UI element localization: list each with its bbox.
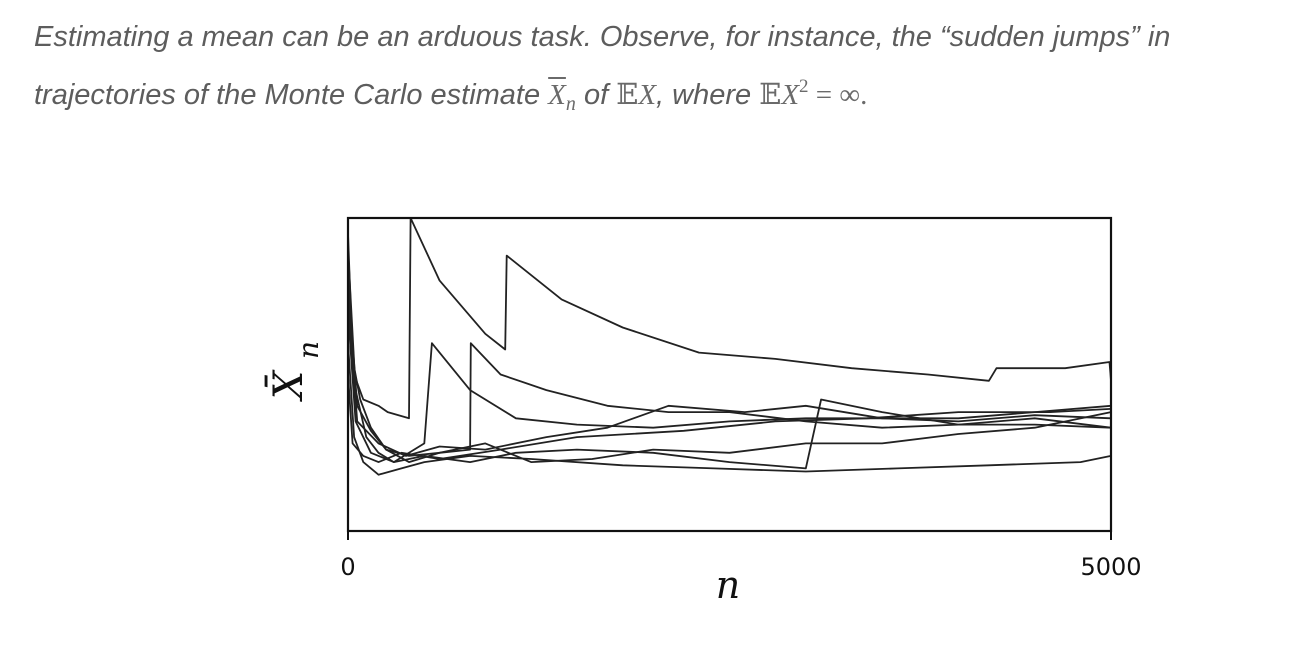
series-line-5 (347, 311, 1112, 470)
series-line-6 (347, 343, 1112, 476)
xbar-subscript: n (565, 93, 576, 115)
x-axis-label: n (716, 563, 740, 607)
series-line-3 (347, 249, 1112, 463)
expectation-symbol: 𝔼 (616, 77, 639, 111)
y-axis-label-group: X̄ n (265, 341, 325, 402)
expectation-symbol-2: 𝔼 (759, 77, 782, 111)
x-tick-label-5000: 5000 (1080, 553, 1141, 581)
equals-infinity: = ∞ (808, 79, 861, 111)
plot-frame (346, 216, 1113, 533)
xbar-symbol: X (548, 79, 566, 111)
x-symbol: X (638, 79, 657, 111)
x-symbol-2: X (781, 79, 800, 111)
series-line-2 (347, 217, 1112, 420)
caption-text-3: , where (656, 79, 760, 111)
series-line-7 (347, 296, 1112, 457)
y-axis-label: X̄ (265, 369, 312, 402)
exponent: 2 (799, 76, 809, 97)
series-layer (347, 217, 1112, 476)
x-tick-label-0: 0 (340, 553, 355, 581)
y-axis-label-subscript: n (292, 341, 325, 359)
series-line-1 (347, 233, 1112, 463)
caption-text-2: of (575, 79, 617, 111)
series-line-8 (347, 374, 1112, 463)
caption-period: . (860, 79, 868, 111)
caption-text-1: Estimating a mean can be an arduous task… (34, 21, 1171, 111)
caption: Estimating a mean can be an arduous task… (34, 12, 1284, 129)
